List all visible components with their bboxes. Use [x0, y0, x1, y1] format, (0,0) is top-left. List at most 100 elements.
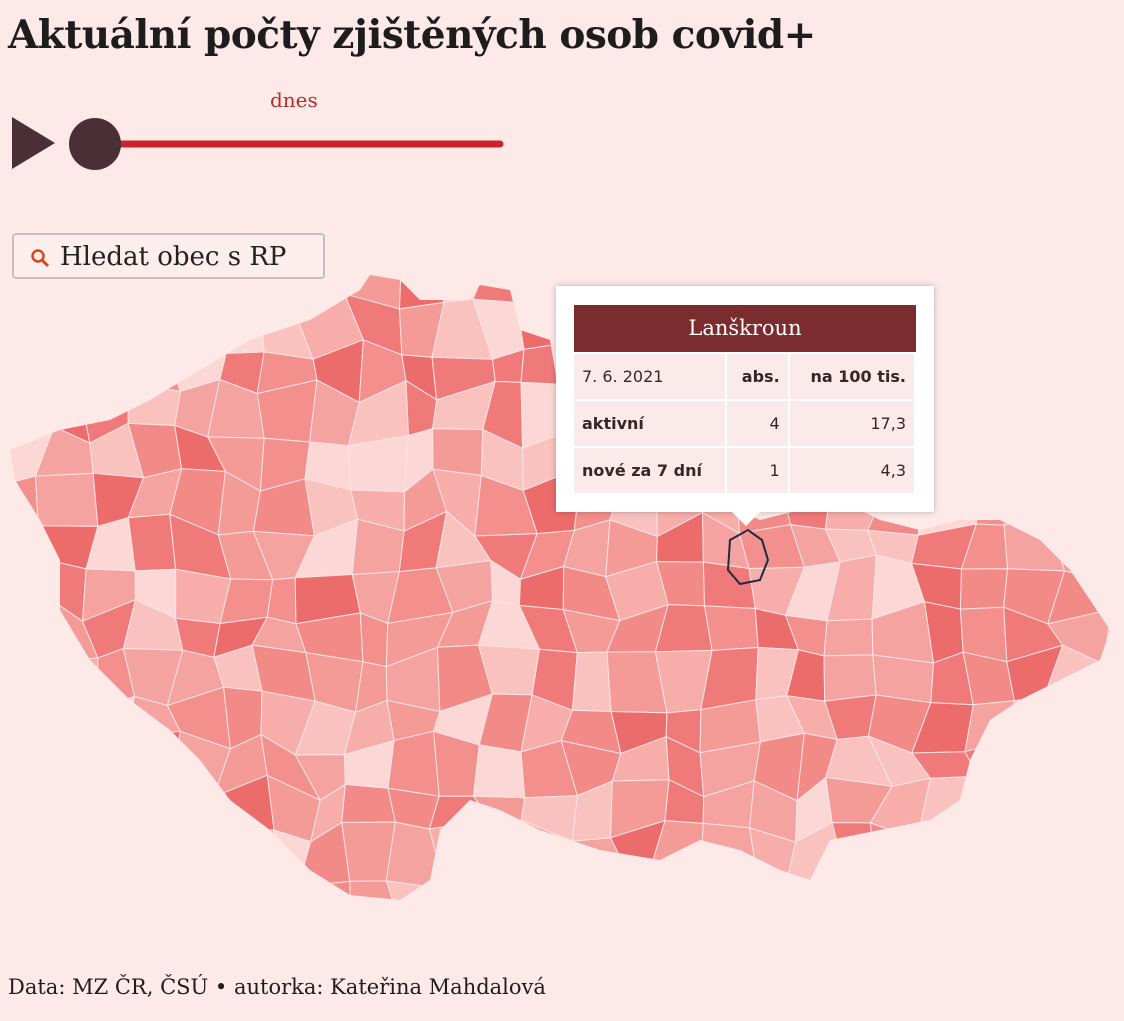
district[interactable] [35, 657, 99, 709]
district[interactable] [703, 605, 759, 651]
district[interactable] [42, 357, 87, 394]
district[interactable] [1105, 563, 1124, 610]
district[interactable] [1100, 782, 1124, 834]
district[interactable] [1052, 820, 1103, 880]
district[interactable] [76, 340, 129, 385]
district[interactable] [975, 482, 1018, 526]
district[interactable] [1105, 301, 1124, 359]
district[interactable] [94, 695, 136, 741]
district[interactable] [1043, 695, 1100, 757]
district[interactable] [209, 300, 265, 354]
district[interactable] [77, 296, 127, 359]
district[interactable] [0, 661, 55, 696]
district[interactable] [998, 871, 1066, 920]
district[interactable] [221, 873, 277, 920]
district[interactable] [1018, 792, 1068, 843]
district[interactable] [613, 863, 663, 920]
district[interactable] [530, 870, 574, 920]
district[interactable] [349, 880, 403, 920]
district[interactable] [531, 914, 574, 920]
district[interactable] [213, 914, 275, 920]
district[interactable] [0, 386, 55, 443]
district[interactable] [1098, 341, 1124, 405]
district[interactable] [873, 876, 934, 920]
district[interactable] [387, 730, 440, 797]
district[interactable] [823, 654, 877, 702]
district[interactable] [266, 577, 297, 625]
district[interactable] [1098, 513, 1124, 582]
district[interactable] [693, 871, 760, 913]
district[interactable] [5, 334, 52, 394]
district[interactable] [1086, 475, 1124, 530]
district[interactable] [520, 795, 578, 842]
district[interactable] [970, 825, 1025, 878]
district[interactable] [1051, 782, 1103, 825]
district[interactable] [1092, 695, 1124, 757]
district[interactable] [573, 914, 624, 920]
play-button[interactable] [12, 117, 55, 169]
district[interactable] [967, 433, 1018, 493]
district[interactable] [661, 913, 709, 920]
district[interactable] [1087, 823, 1124, 879]
slider-knob[interactable] [69, 118, 121, 170]
district[interactable] [958, 292, 1002, 356]
district[interactable] [1006, 696, 1053, 743]
district[interactable] [1088, 916, 1124, 920]
district[interactable] [0, 836, 52, 869]
district[interactable] [1045, 475, 1100, 515]
district[interactable] [571, 651, 612, 712]
district[interactable] [5, 915, 54, 920]
district[interactable] [702, 561, 756, 610]
district[interactable] [822, 865, 878, 920]
district[interactable] [428, 819, 492, 890]
district[interactable] [34, 694, 99, 752]
district[interactable] [1092, 747, 1124, 785]
district[interactable] [0, 687, 37, 752]
district[interactable] [347, 435, 410, 493]
district[interactable] [823, 618, 874, 657]
district[interactable] [0, 794, 51, 841]
district[interactable] [5, 866, 52, 920]
district[interactable] [124, 340, 182, 392]
district[interactable] [752, 908, 785, 920]
district[interactable] [614, 914, 665, 920]
district[interactable] [1043, 260, 1107, 309]
district[interactable] [970, 775, 1024, 843]
district[interactable] [958, 872, 1011, 920]
district[interactable] [869, 822, 922, 886]
district[interactable] [127, 513, 177, 572]
district[interactable] [398, 909, 440, 920]
district[interactable] [472, 795, 526, 821]
district[interactable] [1051, 741, 1102, 802]
district[interactable] [874, 916, 933, 920]
district[interactable] [1088, 260, 1124, 305]
district[interactable] [125, 730, 181, 800]
district[interactable] [999, 260, 1059, 317]
district[interactable] [385, 880, 446, 920]
district[interactable] [226, 829, 277, 883]
district[interactable] [1046, 434, 1104, 479]
district[interactable] [999, 307, 1059, 357]
district[interactable] [33, 791, 100, 838]
district[interactable] [82, 823, 145, 877]
district[interactable] [1000, 443, 1057, 484]
district[interactable] [916, 825, 974, 878]
district[interactable] [127, 383, 182, 426]
district[interactable] [138, 786, 184, 841]
district[interactable] [1057, 303, 1108, 358]
district[interactable] [1098, 378, 1124, 440]
district[interactable] [1009, 820, 1062, 878]
district[interactable] [1006, 739, 1068, 802]
district[interactable] [967, 387, 1007, 446]
district[interactable] [92, 786, 145, 841]
district[interactable] [1098, 659, 1124, 703]
district[interactable] [781, 912, 840, 920]
search-box[interactable]: Hledat obec s RP [12, 233, 325, 279]
district[interactable] [41, 911, 78, 920]
district[interactable] [164, 302, 227, 356]
district[interactable] [34, 472, 99, 527]
district[interactable] [182, 818, 234, 875]
district[interactable] [750, 886, 786, 912]
district[interactable] [1003, 475, 1048, 527]
district[interactable] [33, 739, 96, 802]
